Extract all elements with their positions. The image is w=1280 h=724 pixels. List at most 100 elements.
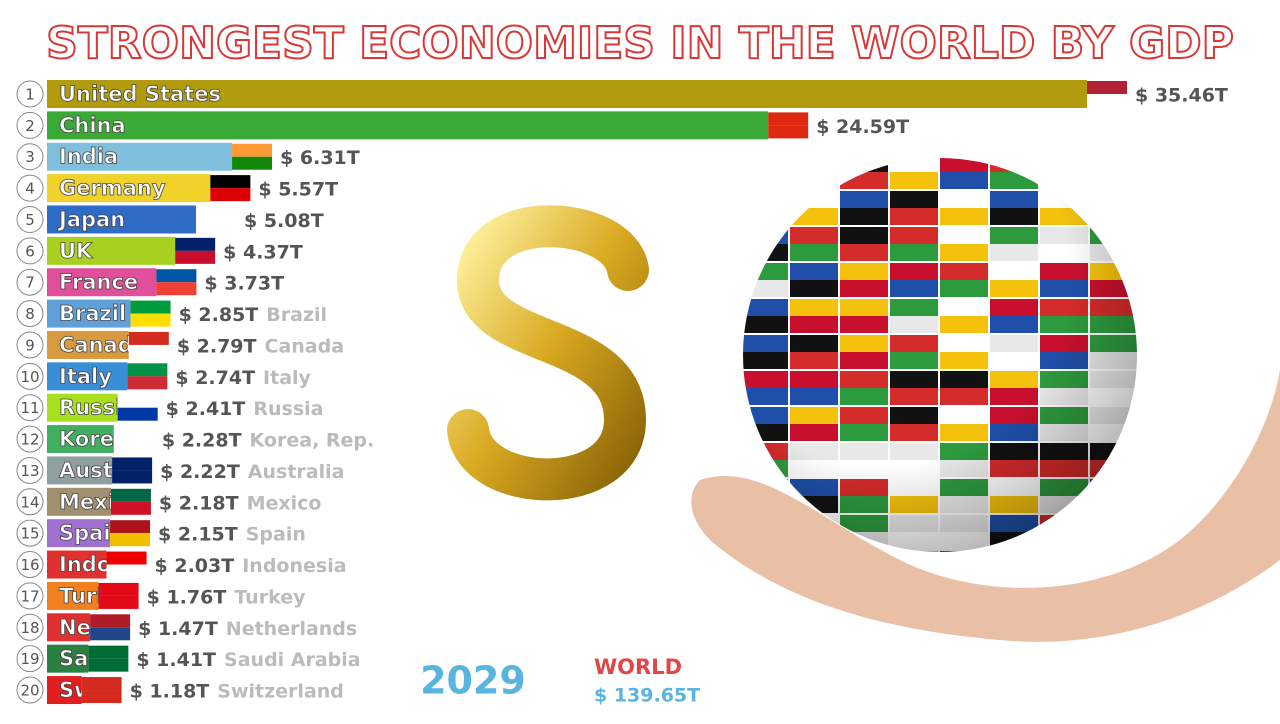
rank-badge xyxy=(16,488,44,516)
rank-badge xyxy=(16,111,44,139)
value-label: $ 2.22T xyxy=(160,461,240,483)
flag-tile xyxy=(940,551,988,552)
flag-tile xyxy=(990,568,1038,585)
flag xyxy=(98,595,139,609)
bar xyxy=(47,330,129,359)
flag-tile xyxy=(1040,568,1088,585)
flag xyxy=(113,439,154,453)
flag xyxy=(90,627,131,641)
flag-tile xyxy=(1040,551,1088,552)
rank-label: 1 xyxy=(25,86,35,104)
flag xyxy=(110,488,151,502)
country-label: Turkey xyxy=(234,586,306,608)
bar xyxy=(47,581,99,610)
flag xyxy=(127,376,168,390)
bar-label: Germany xyxy=(59,176,166,200)
flag-tile xyxy=(1040,158,1088,172)
value-label: $ 2.28T xyxy=(162,430,242,452)
bar-label: Netherlands xyxy=(59,615,204,639)
rank-badge xyxy=(16,237,44,265)
flag xyxy=(175,237,216,251)
flag xyxy=(130,313,171,327)
value-label: $ 1.47T xyxy=(138,618,218,640)
bar-label: Russia xyxy=(59,396,137,420)
rank-label: 17 xyxy=(20,587,39,605)
country-label: Spain xyxy=(246,524,306,546)
bar-label: Italy xyxy=(59,364,112,388)
bar-label: Canada xyxy=(59,333,147,357)
flag xyxy=(195,206,236,220)
bar-label: Mexico xyxy=(59,490,142,514)
bar-label: Spain xyxy=(59,521,125,545)
rank-badge xyxy=(16,268,44,296)
chart-title: STRONGEST ECONOMIES IN THE WORLD BY GDP xyxy=(46,18,1234,69)
value-label: $ 2.18T xyxy=(159,492,239,514)
flag xyxy=(130,300,171,314)
flag xyxy=(110,520,151,534)
country-label: Italy xyxy=(263,367,311,389)
rank-label: 4 xyxy=(25,180,35,198)
rank-badge xyxy=(16,300,44,328)
country-label: Russia xyxy=(253,398,323,420)
flag-tile xyxy=(1090,496,1137,513)
rank-label: 16 xyxy=(20,556,39,574)
rank-badge xyxy=(16,582,44,610)
flag-tile xyxy=(1090,208,1137,225)
flag xyxy=(768,112,809,126)
bar-label: France xyxy=(59,270,138,294)
flag xyxy=(113,426,154,440)
year-label: 2029 xyxy=(420,659,526,703)
country-label: Netherlands xyxy=(226,618,357,640)
flag-tile xyxy=(743,191,788,208)
flag xyxy=(81,677,122,691)
country-label: Indonesia xyxy=(242,555,346,577)
rank-label: 14 xyxy=(20,493,39,511)
rank-label: 12 xyxy=(20,431,39,449)
value-label: $ 4.37T xyxy=(223,241,303,263)
flag-tile xyxy=(1090,532,1137,549)
flag xyxy=(232,156,273,170)
rank-label: 9 xyxy=(25,336,35,354)
flag xyxy=(127,363,168,377)
bar-label: Australia xyxy=(59,458,166,482)
value-label: $ 2.15T xyxy=(158,524,238,546)
rank-label: 19 xyxy=(20,650,39,668)
rank-badge xyxy=(16,174,44,202)
flag xyxy=(210,188,251,202)
rank-badge xyxy=(16,205,44,233)
rank-badge xyxy=(16,331,44,359)
value-label: $ 2.79T xyxy=(177,335,257,357)
globe-illustration xyxy=(691,158,1280,642)
bar xyxy=(47,519,111,548)
flag xyxy=(110,533,151,547)
value-label: $ 1.18T xyxy=(130,681,210,703)
flag xyxy=(106,564,147,578)
flag xyxy=(88,645,129,659)
country-label: Switzerland xyxy=(217,681,344,703)
flag xyxy=(112,457,153,471)
value-label: $ 35.46T xyxy=(1135,85,1228,107)
rank-badge xyxy=(16,676,44,704)
bar-label: Saudi Arabia xyxy=(59,647,210,671)
country-label: Australia xyxy=(248,461,345,483)
flag xyxy=(128,331,169,345)
flag-tile xyxy=(790,172,838,189)
rank-badge xyxy=(16,143,44,171)
flag xyxy=(88,658,129,672)
country-label: Korea, Rep. xyxy=(250,430,375,452)
bar-label: China xyxy=(59,113,126,137)
value-label: $ 1.76T xyxy=(147,586,227,608)
flag-tile xyxy=(743,172,788,189)
bar xyxy=(47,174,211,203)
flag-tile xyxy=(1090,551,1137,552)
dollar-illustration xyxy=(447,169,649,536)
flag-tile xyxy=(1040,532,1088,549)
rank-label: 20 xyxy=(20,682,39,700)
bar xyxy=(47,142,233,171)
bar xyxy=(47,550,107,579)
total-label: WORLD xyxy=(594,655,682,679)
flag-tile xyxy=(743,208,788,225)
rank-badge xyxy=(16,551,44,579)
country-label: Saudi Arabia xyxy=(224,649,361,671)
value-label: $ 5.57T xyxy=(258,179,338,201)
